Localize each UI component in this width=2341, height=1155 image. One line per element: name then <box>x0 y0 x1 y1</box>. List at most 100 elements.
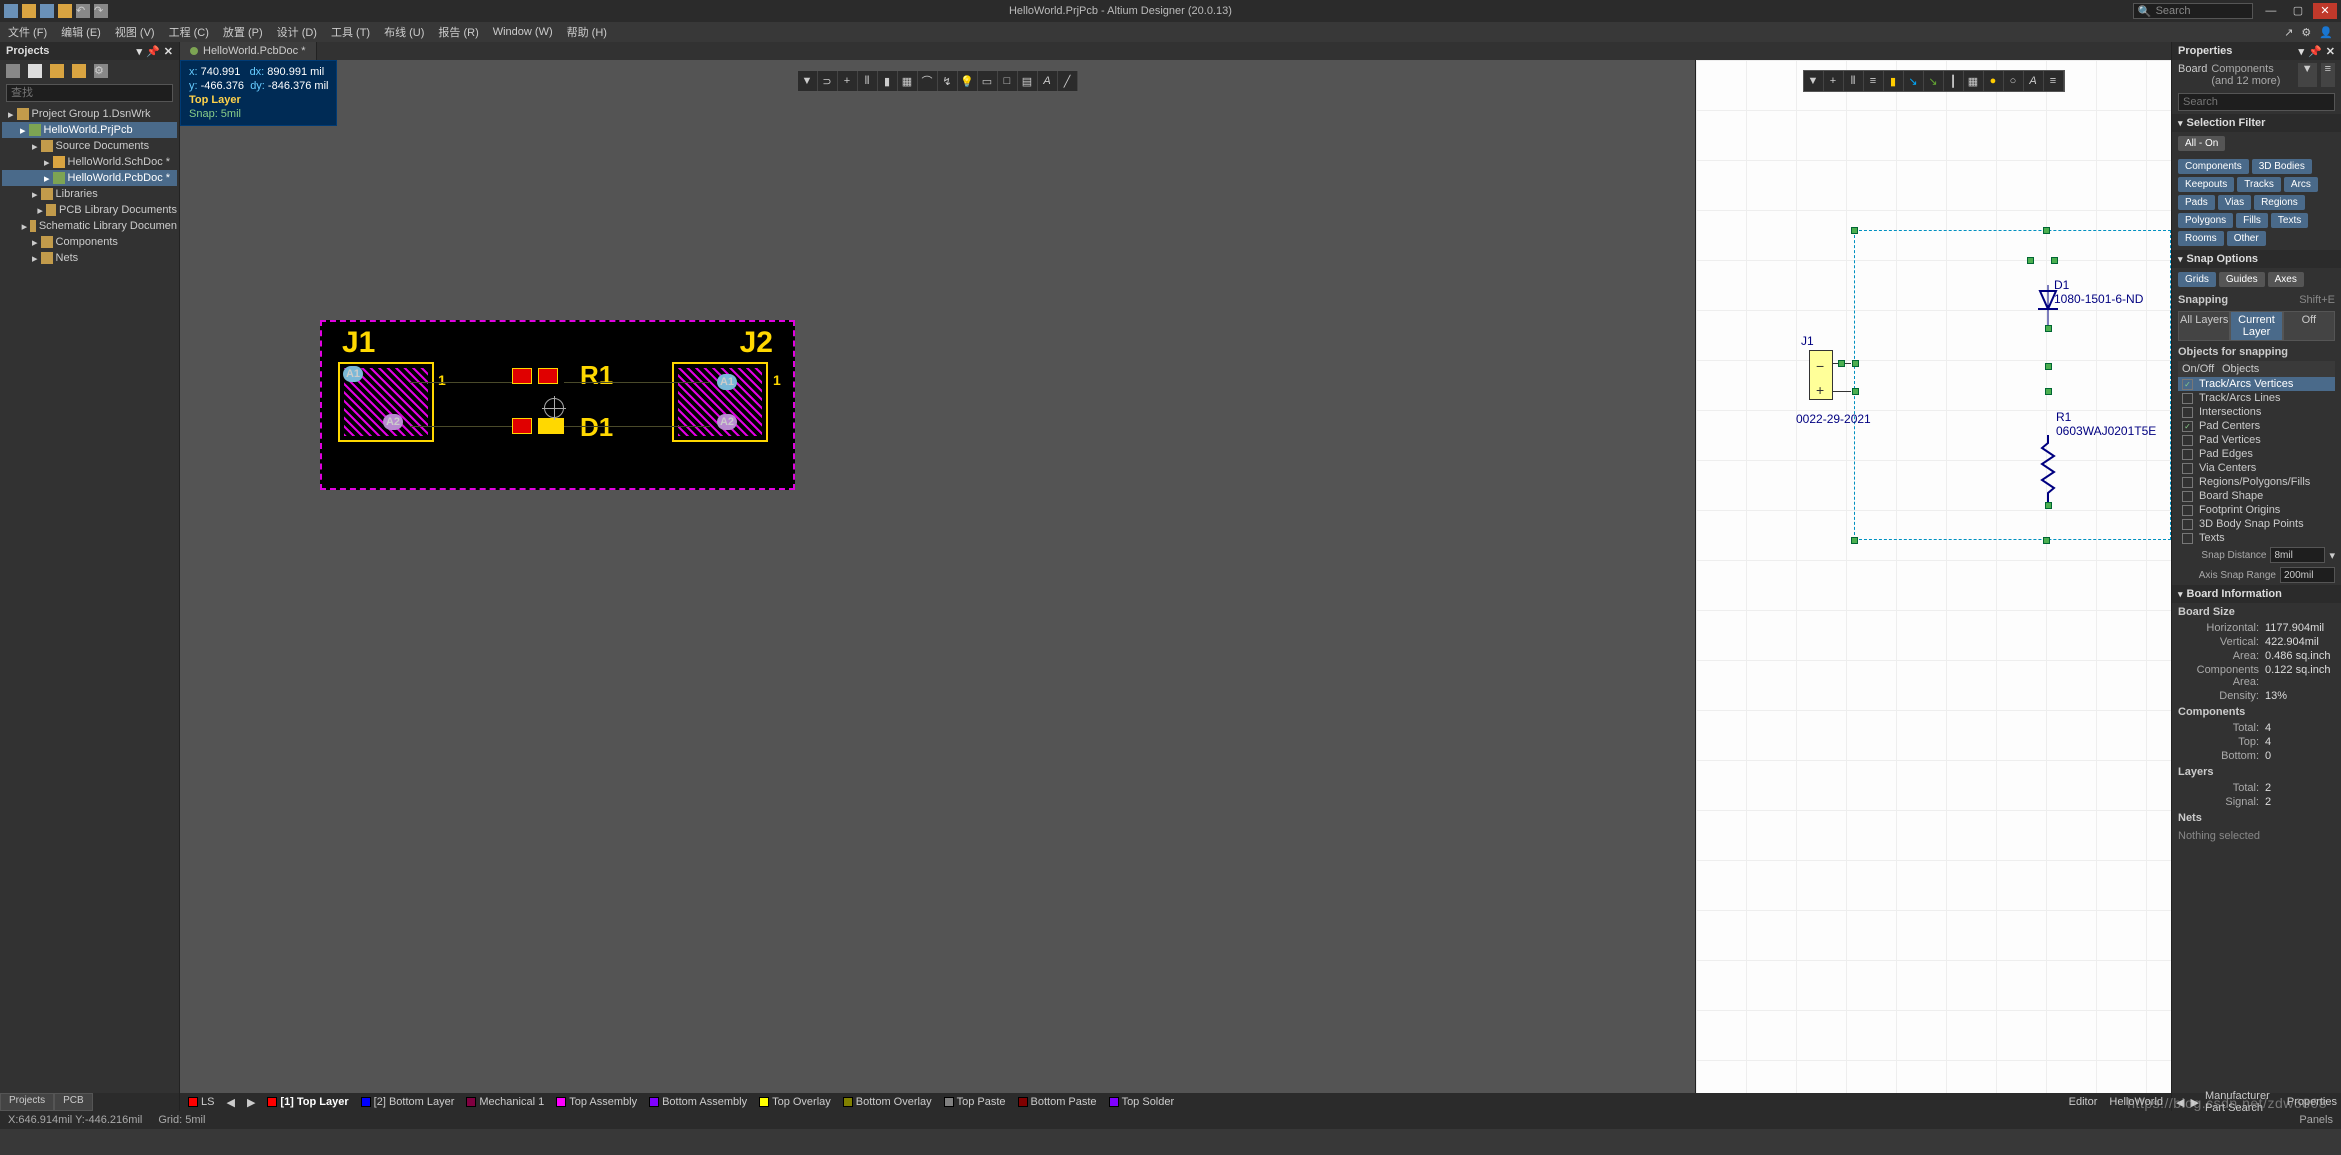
new-doc-icon[interactable] <box>28 64 42 78</box>
sel-handle[interactable] <box>1852 360 1859 367</box>
smd-d1-2[interactable] <box>538 418 564 434</box>
menu-help[interactable]: 帮助 (H) <box>567 24 607 40</box>
route-icon[interactable]: ↯ <box>938 71 958 91</box>
tab-pcb[interactable]: PCB <box>54 1093 93 1111</box>
close-button[interactable]: ✕ <box>2313 3 2337 19</box>
folder-icon[interactable] <box>58 4 72 18</box>
filter-chip[interactable]: Components <box>2178 159 2249 174</box>
snap-object-row[interactable]: Track/Arcs Vertices <box>2178 377 2335 391</box>
sel-handle[interactable] <box>2043 537 2050 544</box>
filter-icon[interactable]: ▼ <box>798 71 818 91</box>
home-icon[interactable] <box>6 64 20 78</box>
user-icon[interactable]: 👤 <box>2319 26 2333 39</box>
status-panels-btn[interactable]: Panels <box>2299 1114 2333 1126</box>
layer-nav-prev[interactable]: ◀ <box>226 1096 234 1109</box>
settings-icon[interactable]: ⚙ <box>94 64 108 78</box>
tree-item[interactable]: ▸HelloWorld.SchDoc * <box>2 154 177 170</box>
layer-ls[interactable]: LS <box>188 1096 214 1108</box>
layer-item[interactable]: Top Paste <box>944 1096 1006 1108</box>
sel-handle[interactable] <box>2045 502 2052 509</box>
snap-object-row[interactable]: 3D Body Snap Points <box>2178 517 2335 531</box>
conn-j1[interactable]: A1 A2 <box>338 362 434 442</box>
props-view-btn[interactable]: ≡ <box>2321 63 2335 87</box>
tree-item[interactable]: ▸Components <box>2 234 177 250</box>
gear-icon[interactable]: ⚙ <box>2301 26 2311 39</box>
snap-object-row[interactable]: Texts <box>2178 531 2335 545</box>
undo-icon[interactable]: ↶ <box>76 4 90 18</box>
menu-edit[interactable]: 编辑 (E) <box>61 24 101 40</box>
projects-tree[interactable]: ▸Project Group 1.DsnWrk▸HelloWorld.PrjPc… <box>0 104 179 1093</box>
pcb-editor[interactable]: x: 740.991 dx: 890.991 mil y: -466.376 d… <box>180 60 1696 1093</box>
snap-object-row[interactable]: Track/Arcs Lines <box>2178 391 2335 405</box>
sch-o3-icon[interactable]: ↘ <box>1924 71 1944 91</box>
menu-tools[interactable]: 工具 (T) <box>331 24 370 40</box>
panel-menu-icon[interactable]: ▾ <box>137 45 143 58</box>
layer-item[interactable]: Mechanical 1 <box>466 1096 544 1108</box>
tree-item[interactable]: ▸Schematic Library Documen <box>2 218 177 234</box>
seg-off[interactable]: Off <box>2283 311 2335 341</box>
menu-design[interactable]: 设计 (D) <box>277 24 317 40</box>
sch-o6-icon[interactable]: ● <box>1984 71 2004 91</box>
layer-item[interactable]: Bottom Assembly <box>649 1096 747 1108</box>
props-filter-btn[interactable]: ▼ <box>2298 63 2317 87</box>
sel-handle[interactable] <box>2043 227 2050 234</box>
sel-handle[interactable] <box>1851 227 1858 234</box>
share-icon[interactable]: ↗ <box>2284 26 2293 39</box>
tree-item[interactable]: ▸Libraries <box>2 186 177 202</box>
tree-item[interactable]: ▸HelloWorld.PcbDoc * <box>2 170 177 186</box>
save-icon[interactable] <box>40 4 54 18</box>
snap-distance-field[interactable]: 8mil <box>2270 547 2325 563</box>
tree-item[interactable]: ▸PCB Library Documents <box>2 202 177 218</box>
align-icon[interactable]: + <box>838 71 858 91</box>
filter-chip[interactable]: Other <box>2227 231 2266 246</box>
tree-item[interactable]: ▸Source Documents <box>2 138 177 154</box>
snap-object-row[interactable]: Board Shape <box>2178 489 2335 503</box>
tree-item[interactable]: ▸HelloWorld.PrjPcb <box>2 122 177 138</box>
sel-handle[interactable] <box>2051 257 2058 264</box>
sch-o8-icon[interactable]: ≡ <box>2044 71 2064 91</box>
pad-j2-2[interactable]: A2 <box>714 412 740 432</box>
projects-search-input[interactable] <box>6 84 173 102</box>
snap-object-row[interactable]: Pad Edges <box>2178 447 2335 461</box>
layers-icon[interactable]: ▭ <box>978 71 998 91</box>
smd-r1-1[interactable] <box>512 368 532 384</box>
tab-projects[interactable]: Projects <box>0 1093 54 1111</box>
open-icon[interactable] <box>22 4 36 18</box>
layer-item[interactable]: [1] Top Layer <box>267 1096 348 1108</box>
grid-icon[interactable]: ▦ <box>898 71 918 91</box>
props-close-icon[interactable]: ✕ <box>2326 45 2335 58</box>
sch-o4-icon[interactable]: ┃ <box>1944 71 1964 91</box>
filter-chip[interactable]: Vias <box>2218 195 2251 210</box>
3d-icon[interactable]: □ <box>998 71 1018 91</box>
tree-item[interactable]: ▸Nets <box>2 250 177 266</box>
chip-grids[interactable]: Grids <box>2178 272 2216 287</box>
filter-chip[interactable]: Polygons <box>2178 213 2233 228</box>
minimize-button[interactable]: — <box>2259 3 2283 19</box>
chip-all-on[interactable]: All - On <box>2178 136 2225 151</box>
chart-icon[interactable]: ▤ <box>1018 71 1038 91</box>
text-icon[interactable]: A <box>1038 71 1058 91</box>
snap-object-row[interactable]: Via Centers <box>2178 461 2335 475</box>
sel-handle[interactable] <box>1851 537 1858 544</box>
sel-handle[interactable] <box>2045 363 2052 370</box>
smd-r1-2[interactable] <box>538 368 558 384</box>
layer-item[interactable]: [2] Bottom Layer <box>361 1096 455 1108</box>
filter-chip[interactable]: Rooms <box>2178 231 2224 246</box>
properties-scroll[interactable]: Board Components (and 12 more) ▼ ≡ Selec… <box>2172 60 2341 1093</box>
sel-handle[interactable] <box>2045 388 2052 395</box>
section-board-info[interactable]: Board Information <box>2172 585 2341 603</box>
snap-object-row[interactable]: Regions/Polygons/Fills <box>2178 475 2335 489</box>
axis-range-field[interactable]: 200mil <box>2280 567 2335 583</box>
sch-o5-icon[interactable]: ▦ <box>1964 71 1984 91</box>
filter-chip[interactable]: Texts <box>2271 213 2308 228</box>
filter-chip[interactable]: Keepouts <box>2178 177 2234 192</box>
maximize-button[interactable]: ▢ <box>2286 3 2310 19</box>
sch-filter-icon[interactable]: ▼ <box>1804 71 1824 91</box>
filter-chip[interactable]: Fills <box>2236 213 2268 228</box>
open-folder-icon[interactable] <box>72 64 86 78</box>
add-folder-icon[interactable] <box>50 64 64 78</box>
menu-project[interactable]: 工程 (C) <box>169 24 209 40</box>
tree-item[interactable]: ▸Project Group 1.DsnWrk <box>2 106 177 122</box>
filter-chip[interactable]: Regions <box>2254 195 2305 210</box>
sch-move-icon[interactable]: + <box>1824 71 1844 91</box>
